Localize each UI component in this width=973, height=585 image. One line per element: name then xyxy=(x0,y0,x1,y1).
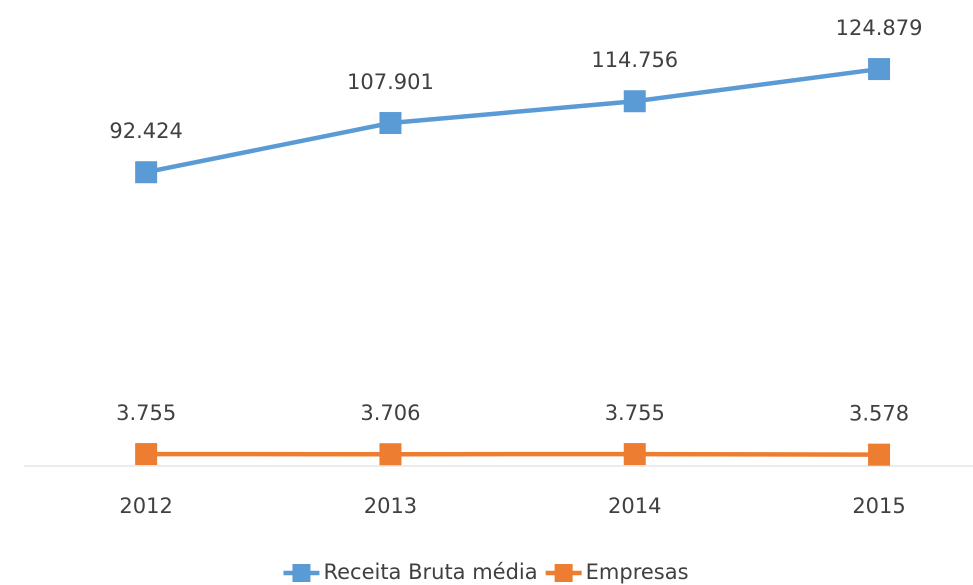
data-label: 3.755 xyxy=(605,401,665,425)
legend-marker xyxy=(292,564,311,582)
data-point xyxy=(623,443,646,466)
data-point xyxy=(379,112,402,135)
x-tick-label: 2015 xyxy=(852,494,905,518)
data-point xyxy=(868,58,891,81)
series-line xyxy=(146,451,880,457)
data-point xyxy=(135,443,158,466)
data-label: 92.424 xyxy=(109,119,182,143)
series-line xyxy=(145,66,880,175)
x-tick-label: 2014 xyxy=(608,494,661,518)
x-tick-label: 2012 xyxy=(119,494,172,518)
x-tick-label: 2013 xyxy=(364,494,417,518)
legend-label: Receita Bruta média xyxy=(323,560,537,584)
data-label: 107.901 xyxy=(347,70,434,94)
data-label: 124.879 xyxy=(836,16,923,40)
data-point xyxy=(135,161,158,184)
data-label: 114.756 xyxy=(591,48,678,72)
data-point xyxy=(868,443,891,466)
data-label: 3.706 xyxy=(360,401,420,425)
legend-marker xyxy=(554,564,573,582)
legend-label: Empresas xyxy=(586,560,689,584)
data-point xyxy=(623,90,646,113)
data-label: 3.578 xyxy=(849,402,909,426)
data-point xyxy=(379,443,402,466)
data-label: 3.755 xyxy=(116,401,176,425)
